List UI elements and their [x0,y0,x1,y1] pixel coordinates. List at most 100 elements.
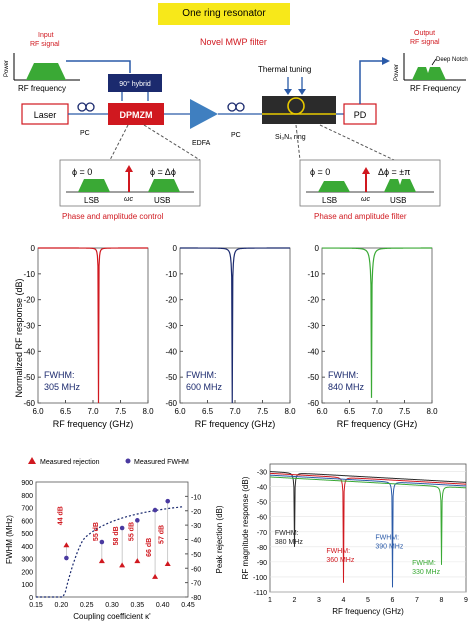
panel-3-fwhm-value: 840 MHz [328,382,365,392]
edfa-label: EDFA [192,140,211,147]
laser-label: Laser [34,110,57,120]
panel-2-ytick-label: -40 [165,347,177,356]
left-lsb-label: LSB [84,196,99,205]
pc2-loop-b [235,102,245,112]
left-phi2: ϕ = Δϕ [150,167,176,177]
panel-2-ytick-label: -30 [165,322,177,331]
pc1-loop-a [77,102,87,112]
bl-ylabel: FWHM (MHz) [5,515,14,564]
panel-2-xtick-label: 7.5 [257,407,269,416]
br-ytick-label: -100 [253,575,267,582]
panel-2-ytick-label: -60 [165,399,177,408]
fwhm-rejection-chart: Measured rejection Measured FWHM 0 100 200 30… [5,457,224,621]
panel-2-xtick-label: 6.5 [202,407,214,416]
bl-rejection-label: 58 dB [113,526,120,545]
br-ytick-label: -30 [257,470,267,477]
output-spectrum [412,67,446,80]
br-fwhm-value-2: 360 MHz [326,557,355,564]
br-fwhm-label-1: FWHM: [275,530,299,537]
legend-fwhm-label: Measured FWHM [134,459,189,466]
legend-rejection-label: Measured rejection [40,459,100,466]
panel-1-xtick-label: 8.0 [142,407,154,416]
panel-3-ytick-label: -30 [307,322,319,331]
bl-y2label: Peak rejection (dB) [215,505,224,573]
panel-1-frame [37,247,149,404]
panel-3-xtick-label: 6.0 [316,407,328,416]
panel-3-xtick-label: 6.5 [344,407,356,416]
br-fwhm-label-2: FWHM: [326,548,350,555]
br-xlabel: RF frequency (GHz) [332,607,404,616]
bl-fwhm-point [135,518,140,523]
bl-frame [35,481,189,598]
panel-2-xtick-label: 8.0 [284,407,296,416]
panel-3-ytick-label: -60 [307,399,319,408]
br-fwhm-value-3: 390 MHz [375,543,404,550]
panel-3-xtick-label: 7.0 [371,407,383,416]
bl-ytick-label: 500 [21,531,33,538]
bl-y2tick-label: -10 [191,494,201,501]
ring-label: Si₃N₄ ring [275,134,306,141]
bl-fwhm-point [165,498,171,504]
bl-ytick-label: 900 [21,480,33,487]
pc1-loop-b [85,102,95,112]
right-usb-label: USB [390,196,406,205]
output-rf-frequency-label: RF Frequency [410,84,461,93]
bl-rejection-point [164,560,171,566]
left-leader-1 [109,124,129,161]
panel-3-ytick-label: -20 [307,296,319,305]
br-ytick-label: -40 [257,485,267,492]
br-ytick-label: -90 [257,560,267,567]
rf-input-path [66,60,131,73]
bl-xtick-label: 0.20 [55,602,69,609]
bl-rejection-label: 57 dB [159,525,166,544]
panel-1-ytick-label: -60 [23,399,35,408]
panel-3-ytick-label: -10 [307,270,319,279]
panel-1-fwhm-value: 305 MHz [44,382,81,392]
right-leader-2 [319,124,395,161]
panel-3-xlabel: RF frequency (GHz) [337,419,418,429]
left-caption: Phase and amplitude control [62,212,164,221]
bl-xtick-label: 0.40 [156,602,170,609]
bl-y2tick-label: -60 [191,566,201,573]
br-xtick-label: 2 [293,597,297,604]
deep-notch-pointer [431,58,437,66]
bl-rejection-label: 66 dB [146,538,153,557]
output-power-label: Power [394,64,400,81]
br-xtick-label: 8 [440,597,444,604]
dpmzm-box [108,103,164,125]
panel-1-xtick-label: 6.5 [60,407,72,416]
bl-ytick-label: 400 [21,544,33,551]
right-lsb-spectrum [318,181,350,192]
panel-3-xtick-label: 8.0 [426,407,438,416]
br-fwhm-label-4: FWHM: [412,560,436,567]
bl-xtick-label: 0.35 [131,602,145,609]
panel-3-ytick-label: 0 [315,244,320,253]
bl-ytick-label: 200 [21,569,33,576]
br-series-3 [269,474,467,588]
legend-fwhm-marker [125,458,131,464]
bl-fwhm-point [64,555,69,561]
br-ytick-label: -70 [257,530,267,537]
input-signal-label-1: Input [38,32,54,39]
legend-rejection-marker [28,457,36,464]
br-ytick-label: -50 [257,500,267,507]
left-lsb-spectrum [78,179,110,192]
br-series-1 [269,471,467,547]
panel-2-xtick-label: 6.0 [174,407,186,416]
thermal-tuning-label: Thermal tuning [258,65,311,74]
panel-2-ytick-label: -10 [165,270,177,279]
panel-3-ytick-label: -40 [307,347,319,356]
bl-ytick-label: 800 [21,493,33,500]
panel-1-xlabel: RF frequency (GHz) [53,419,134,429]
br-frame [269,463,467,593]
panel-2-ytick-label: 0 [173,244,178,253]
bl-xtick-label: 0.25 [80,602,94,609]
deep-notch-label: Deep Notch [436,57,468,63]
bl-xtick-label: 0.15 [29,602,43,609]
panel-2-fwhm-value: 600 MHz [186,382,223,392]
left-phi1: ϕ = 0 [72,167,92,177]
panel-1-ytick-label: 0 [31,244,36,253]
hybrid-box [108,74,162,92]
br-xtick-label: 4 [342,597,346,604]
